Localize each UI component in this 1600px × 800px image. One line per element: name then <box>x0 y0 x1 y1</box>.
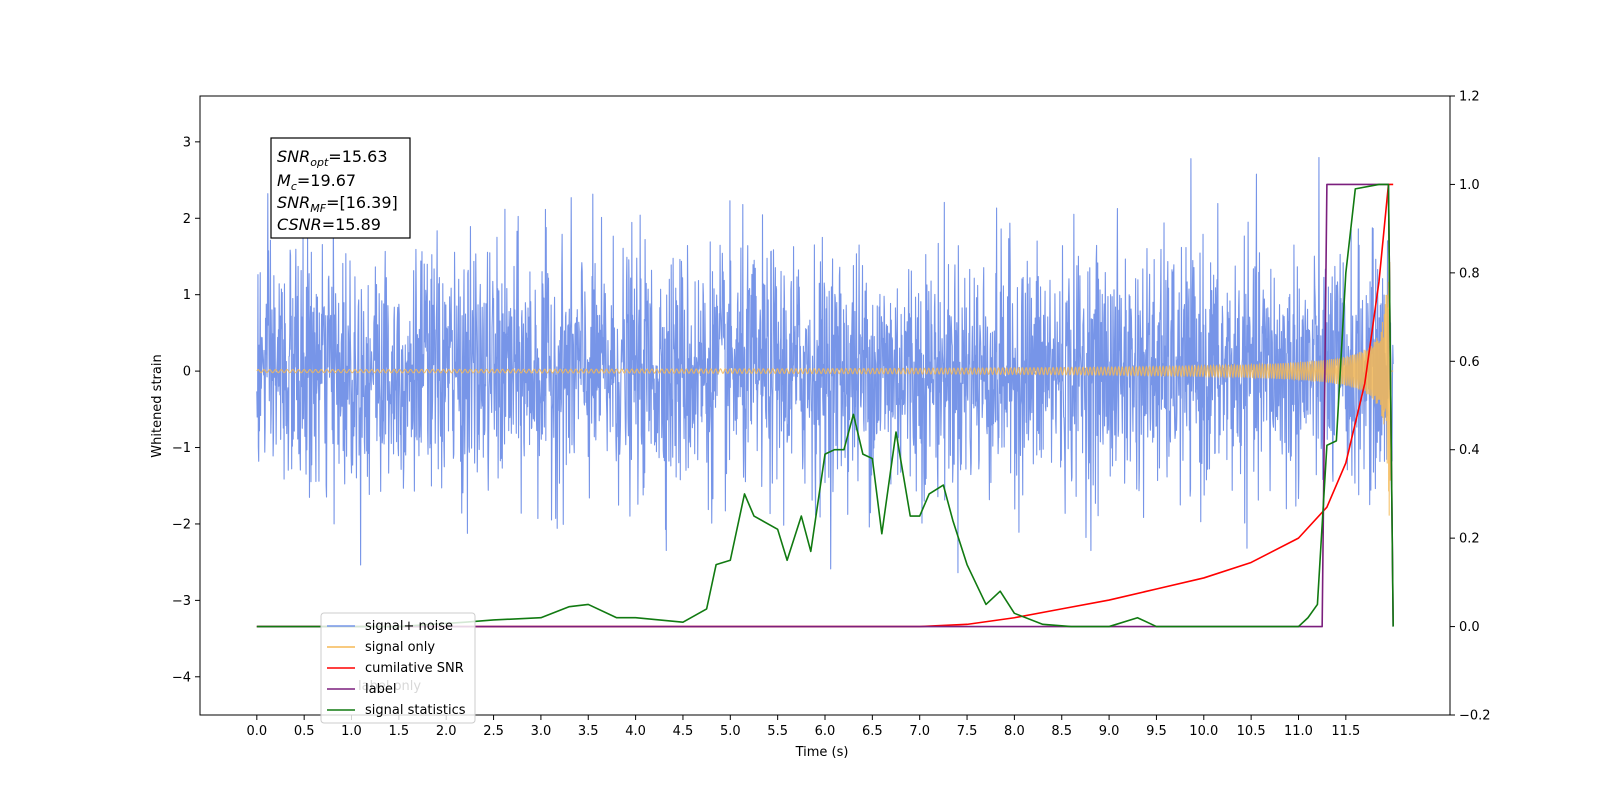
y-right-tick-label: −0.2 <box>1459 709 1491 724</box>
legend-hidden-label-only: label only <box>358 679 421 694</box>
x-tick-label: 1.5 <box>389 724 410 739</box>
legend-entry-signal-only: signal only <box>327 640 435 655</box>
series-signal-statistics <box>256 183 1394 628</box>
y-axis-label: Whitened strain <box>150 354 165 457</box>
legend-entry-signal-noise: signal+ noise <box>327 619 453 634</box>
legend-entry-cumilative-snr: cumilative SNR <box>327 661 464 676</box>
x-tick-label: 1.0 <box>341 724 362 739</box>
x-tick-label: 4.0 <box>625 724 646 739</box>
x-tick-label: 7.0 <box>909 724 930 739</box>
y-tick-label: 0 <box>183 365 191 380</box>
y-right-tick-label: 0.0 <box>1459 620 1480 635</box>
y-axis-right: 1.2 1.0 0.8 0.6 0.4 0.2 0.0 −0.2 <box>1450 90 1491 724</box>
series-signal-noise <box>256 156 1394 574</box>
y-tick-label: 1 <box>183 288 191 303</box>
x-tick-label: 7.5 <box>957 724 978 739</box>
y-right-tick-label: 0.2 <box>1459 532 1480 547</box>
x-tick-label: 9.5 <box>1146 724 1167 739</box>
x-tick-label: 6.0 <box>815 724 836 739</box>
y-right-tick-label: 1.0 <box>1459 178 1480 193</box>
x-tick-label: 0.0 <box>246 724 267 739</box>
x-tick-label: 8.5 <box>1051 724 1072 739</box>
y-right-tick-label: 0.8 <box>1459 266 1480 281</box>
x-axis-label: Time (s) <box>795 745 849 760</box>
legend-label-label: label <box>365 682 396 697</box>
x-tick-label: 9.0 <box>1099 724 1120 739</box>
x-tick-label: 5.5 <box>767 724 788 739</box>
legend-entry-label: label <box>327 682 396 697</box>
x-tick-label: 3.5 <box>578 724 599 739</box>
series-layer <box>256 156 1394 628</box>
x-tick-label: 10.0 <box>1189 724 1218 739</box>
y-tick-label: −4 <box>172 670 191 685</box>
x-tick-label: 2.5 <box>483 724 504 739</box>
x-tick-label: 2.0 <box>436 724 457 739</box>
legend-label-signal-noise: signal+ noise <box>365 619 453 634</box>
y-axis-left: 3 2 1 0 −1 −2 −3 −4 <box>172 135 200 685</box>
y-tick-label: 3 <box>183 135 191 150</box>
x-tick-label: 0.5 <box>294 724 315 739</box>
y-right-tick-label: 1.2 <box>1459 90 1480 105</box>
annotation-line-snr-mf: SNRMF=[16.39] <box>277 193 398 215</box>
legend: label only signal+ noise signal only cum… <box>320 612 476 724</box>
y-tick-label: −3 <box>172 594 191 609</box>
y-tick-label: −1 <box>172 441 191 456</box>
y-tick-label: −2 <box>172 517 191 532</box>
y-right-tick-label: 0.6 <box>1459 355 1480 370</box>
x-tick-label: 6.5 <box>862 724 883 739</box>
x-tick-label: 8.0 <box>1004 724 1025 739</box>
legend-entry-signal-statistics: signal statistics <box>327 703 466 718</box>
x-tick-label: 11.0 <box>1284 724 1313 739</box>
legend-label-signal-only: signal only <box>365 640 435 655</box>
legend-label-cumilative-snr: cumilative SNR <box>365 661 464 676</box>
x-tick-label: 11.5 <box>1331 724 1360 739</box>
stats-annotation-box: SNRopt=15.63 Mc=19.67 SNRMF=[16.39] CSNR… <box>270 137 411 239</box>
series-cumilative-snr <box>256 183 1394 628</box>
annotation-line-mc: Mc=19.67 <box>277 171 356 193</box>
annotation-line-snr-opt: SNRopt=15.63 <box>277 147 388 169</box>
x-tick-label: 4.5 <box>673 724 694 739</box>
x-tick-label: 3.0 <box>531 724 552 739</box>
x-tick-label: 5.0 <box>720 724 741 739</box>
x-axis: 0.0 0.5 1.0 1.5 2.0 2.5 3.0 3.5 4.0 4.5 5.0 5.5 6.0 6… <box>246 715 1360 739</box>
legend-label-signal-statistics: signal statistics <box>365 703 466 718</box>
series-signal-only <box>256 230 1394 516</box>
x-tick-label: 10.5 <box>1237 724 1266 739</box>
annotation-line-csnr: CSNR=15.89 <box>277 215 381 234</box>
y-tick-label: 2 <box>183 212 191 227</box>
y-right-tick-label: 0.4 <box>1459 443 1480 458</box>
